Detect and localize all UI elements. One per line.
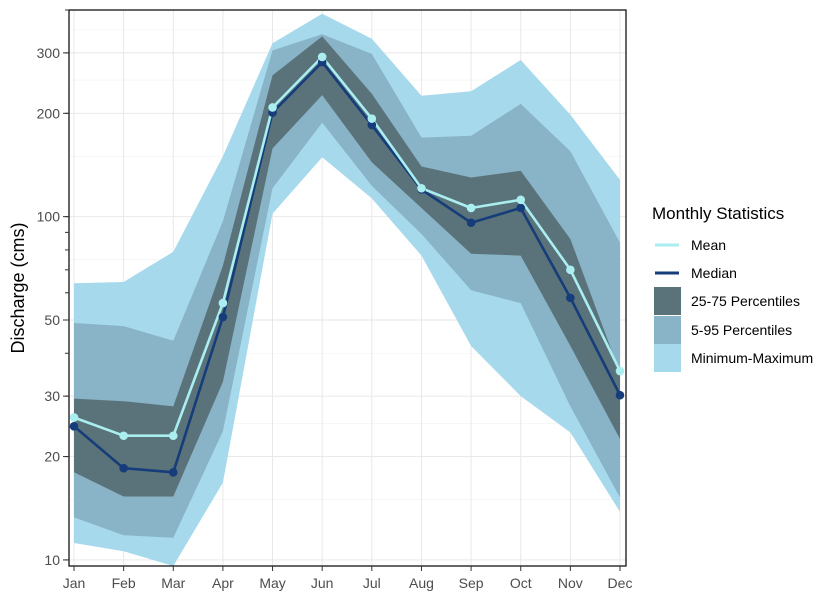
median-point: [367, 120, 377, 130]
legend-item-mean: Mean: [655, 237, 726, 253]
mean-point: [69, 413, 79, 422]
mean-point: [615, 366, 625, 376]
y-tick-label: 30: [44, 388, 60, 404]
series-lines: [73, 55, 622, 474]
legend-label-minimum-maximum: Minimum-Maximum: [691, 350, 813, 366]
legend: Monthly Statistics Mean Median 25-75 Percen…: [652, 204, 813, 372]
ribbon-25-75-percentiles: [74, 36, 620, 497]
x-tick-label: Mar: [161, 575, 185, 591]
legend-label-5-95-percentiles: 5-95 Percentiles: [691, 322, 792, 338]
x-tick-label: Jun: [311, 575, 334, 591]
x-tick-label: May: [259, 575, 285, 591]
mean-point: [466, 203, 476, 213]
plot-panel-border: [68, 9, 627, 567]
mean-point: [417, 183, 426, 193]
y-tick-label: 100: [37, 209, 61, 225]
mean-point: [367, 114, 377, 123]
legend-key-minimum-maximum: [654, 344, 681, 372]
mean-point: [516, 195, 526, 205]
x-tick-label: Dec: [608, 575, 633, 591]
legend-key-5-95-percentiles: [654, 316, 681, 344]
y-tick-label: 300: [37, 45, 61, 61]
x-tick-label: Sep: [459, 575, 484, 591]
y-tick-label: 20: [44, 449, 60, 465]
legend-item-minimum-maximum: Minimum-Maximum: [654, 344, 813, 372]
median-point: [615, 390, 625, 400]
median-point: [516, 203, 526, 213]
mean-point: [566, 265, 575, 275]
y-tick-label: 10: [44, 552, 60, 568]
median-point: [466, 218, 476, 228]
mean-point: [218, 298, 228, 308]
median-point: [69, 422, 79, 431]
axes: 10 20 30 50 100 200 300 Jan Feb Mar Apr May Jun Jul Au…: [37, 9, 633, 591]
mean-point: [168, 431, 178, 441]
legend-label-25-75-percentiles: 25-75 Percentiles: [691, 293, 800, 309]
x-tick-label: Jul: [363, 575, 381, 591]
mean-point: [268, 103, 277, 112]
x-tick-label: Nov: [558, 575, 583, 591]
median-point: [168, 467, 178, 477]
y-axis-title: Discharge (cms): [8, 222, 28, 353]
mean-line: [73, 55, 622, 438]
legend-title: Monthly Statistics: [652, 204, 784, 223]
x-tick-label: Feb: [112, 575, 136, 591]
legend-item-25-75-percentiles: 25-75 Percentiles: [654, 287, 800, 315]
x-tick-label: Jan: [63, 575, 86, 591]
y-tick-label: 200: [37, 105, 61, 121]
legend-item-5-95-percentiles: 5-95 Percentiles: [654, 316, 792, 344]
y-tick-label: 50: [44, 312, 60, 328]
mean-point: [317, 52, 327, 62]
x-tick-label: Apr: [212, 575, 234, 591]
median-point: [218, 312, 228, 322]
legend-key-25-75-percentiles: [654, 287, 681, 315]
x-tick-label: Aug: [409, 575, 434, 591]
legend-item-median: Median: [655, 265, 737, 281]
median-point: [566, 293, 575, 303]
median-line: [73, 60, 622, 474]
series-points: [69, 52, 625, 477]
percentile-ribbons: [74, 13, 620, 567]
ribbon-5-95-percentiles: [74, 34, 620, 538]
legend-label-median: Median: [691, 265, 737, 281]
median-point: [119, 463, 128, 473]
x-tick-label: Oct: [510, 575, 532, 591]
legend-label-mean: Mean: [691, 237, 726, 253]
mean-point: [119, 431, 128, 441]
